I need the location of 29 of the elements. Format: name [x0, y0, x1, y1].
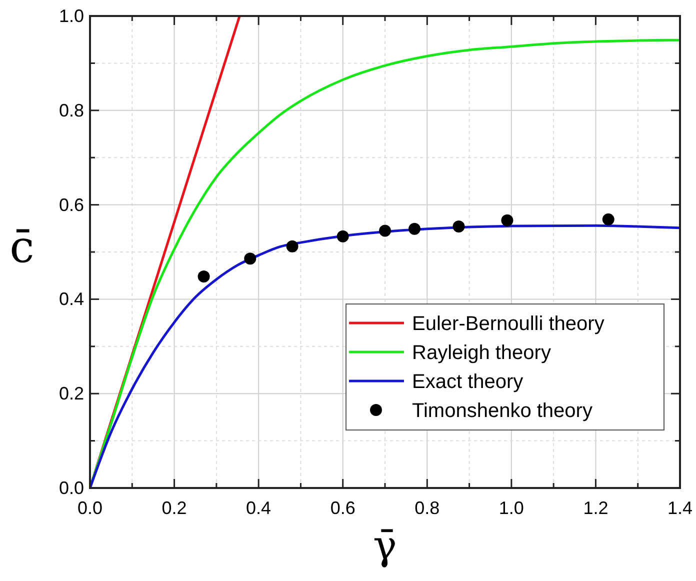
x-tick-label: 0.4 [246, 498, 272, 518]
legend-label: Euler-Bernoulli theory [412, 313, 604, 335]
x-tick-label: 0.0 [77, 498, 103, 518]
legend-label: Exact theory [412, 371, 524, 393]
x-tick-label: 1.2 [583, 498, 608, 518]
y-tick-label: 0.6 [58, 194, 84, 215]
point [602, 213, 614, 226]
y-tick-label: 0.8 [58, 100, 84, 120]
x-tick-label: 0.2 [162, 498, 187, 518]
x-axis-title: γ̄ [373, 523, 397, 569]
point [408, 222, 420, 235]
x-tick-label: 0.8 [414, 498, 440, 518]
point [379, 224, 391, 237]
legend-label: Timonshenko theory [412, 400, 592, 422]
x-tick-label: 0.6 [330, 498, 356, 518]
point [198, 270, 210, 283]
point [501, 214, 514, 226]
point [452, 220, 465, 232]
y-tick-label: 1.0 [58, 6, 84, 26]
legend-label: Rayleigh theory [412, 342, 551, 364]
y-tick-label: 0.4 [58, 289, 84, 310]
point [336, 230, 349, 242]
point [286, 240, 298, 252]
x-tick-label: 1.4 [667, 498, 693, 518]
y-tick-label: 0.2 [58, 384, 84, 404]
x-tick-label: 1.0 [498, 498, 524, 518]
y-axis-title: c̄ [10, 222, 34, 273]
point [244, 252, 256, 265]
y-tick-label: 0.0 [58, 478, 84, 498]
